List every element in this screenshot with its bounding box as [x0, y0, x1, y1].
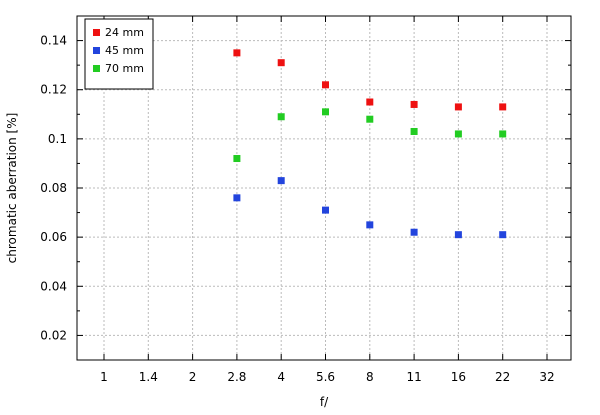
x-tick-label: 1.4: [139, 370, 158, 384]
y-tick-label: 0.08: [40, 181, 67, 195]
x-tick-label: 32: [539, 370, 554, 384]
x-tick-label: 2.8: [227, 370, 246, 384]
data-point: [499, 231, 507, 239]
data-point: [499, 103, 507, 111]
data-point: [233, 155, 241, 163]
data-point: [277, 113, 285, 121]
data-point: [366, 221, 374, 229]
data-point: [322, 108, 329, 116]
data-point: [499, 130, 507, 138]
y-tick-label: 0.06: [40, 230, 67, 244]
data-point: [233, 194, 241, 202]
data-point: [454, 103, 462, 111]
data-point: [410, 100, 418, 108]
x-tick-label: 16: [451, 370, 466, 384]
x-tick-label: 5.6: [316, 370, 335, 384]
data-point: [322, 81, 329, 89]
x-axis-tick-labels: 1 1.4 2 2.8 4 5.6 8 11 16 22 32: [100, 370, 554, 384]
data-point: [233, 49, 241, 57]
legend-label: 70 mm: [105, 62, 144, 75]
data-point: [366, 98, 374, 106]
legend-label: 24 mm: [105, 26, 144, 39]
x-tick-label: 22: [495, 370, 510, 384]
data-point: [454, 231, 462, 239]
data-point: [277, 177, 285, 185]
y-axis-tick-labels: 0.02 0.04 0.06 0.08 0.1 0.12 0.14: [40, 34, 67, 343]
y-tick-label: 0.04: [40, 279, 67, 293]
y-tick-label: 0.02: [40, 328, 67, 342]
x-tick-label: 4: [277, 370, 285, 384]
x-axis-label: f/: [320, 395, 329, 409]
legend-label: 45 mm: [105, 44, 144, 57]
x-tick-label: 8: [366, 370, 374, 384]
grid: [77, 16, 571, 360]
data-point: [366, 115, 374, 123]
y-tick-label: 0.14: [40, 34, 67, 48]
legend-swatch: [93, 65, 100, 72]
x-tick-label: 11: [406, 370, 421, 384]
data-point: [277, 59, 285, 67]
y-tick-label: 0.1: [48, 132, 67, 146]
data-point: [322, 206, 329, 214]
data-point: [410, 228, 418, 236]
legend-swatch: [93, 29, 100, 36]
x-tick-label: 1: [100, 370, 108, 384]
x-tick-label: 2: [189, 370, 197, 384]
legend-swatch: [93, 47, 100, 54]
y-axis-label: chromatic aberration [%]: [5, 113, 19, 264]
y-tick-label: 0.12: [40, 83, 67, 97]
legend: 24 mm 45 mm 70 mm: [84, 18, 154, 90]
data-point: [410, 127, 418, 135]
data-points: [233, 49, 507, 239]
data-point: [454, 130, 462, 138]
